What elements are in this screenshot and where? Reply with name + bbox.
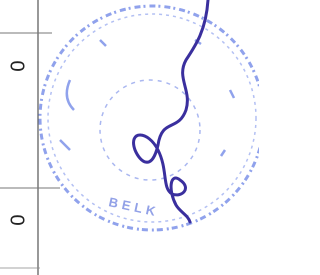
stamp-outer-ring — [40, 6, 259, 230]
document-scan: 0 0 BELK — [0, 0, 259, 275]
stamp-inner-ring — [48, 14, 256, 222]
signature — [134, 0, 208, 222]
cell-value: 0 — [6, 60, 28, 71]
stamp-text: BELK — [107, 194, 160, 219]
cell-value: 0 — [6, 214, 28, 225]
stamp: BELK — [40, 6, 259, 230]
page: {"cells": ["0", "0"], "stamp": {"text": … — [0, 0, 259, 275]
stamp-center-ring — [100, 80, 200, 180]
